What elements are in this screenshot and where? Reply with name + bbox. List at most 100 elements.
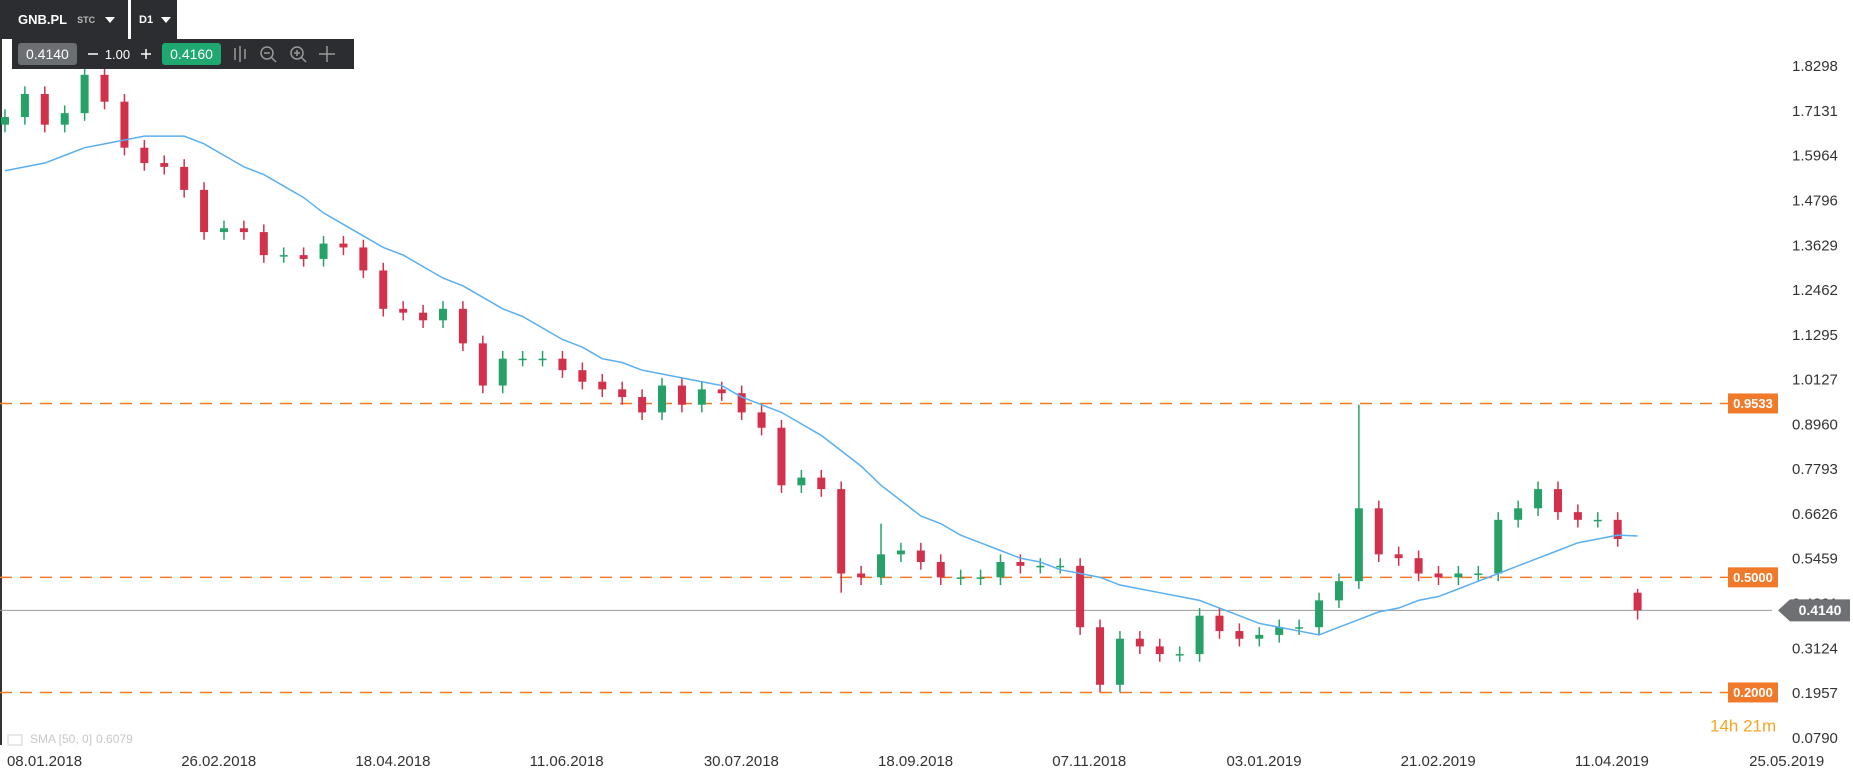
candle-body [439,308,447,321]
candle-body [1076,565,1085,628]
zoom-out-tool[interactable] [260,46,277,63]
candle-body [1195,615,1204,655]
candle-body [598,381,607,390]
candle-body [1474,573,1483,576]
x-tick-label: 08.01.2018 [7,753,82,770]
candle-body [916,550,925,563]
candle-body [1494,519,1503,574]
candle-body [1096,627,1105,685]
candle-body [140,147,149,164]
candle-body [339,243,348,248]
candle-body [1215,615,1224,632]
zoom-in-tool[interactable] [290,46,307,63]
x-tick-label: 18.09.2018 [878,753,953,770]
candle-body [1593,519,1602,522]
candle-body [1135,638,1144,647]
candle-body [1613,519,1622,539]
candle-body [239,228,248,233]
candle-body [1155,646,1164,655]
candle-body [1394,554,1403,559]
indicator-tool[interactable] [234,46,246,62]
interval-selector[interactable]: D1 [131,0,177,39]
candle-body [20,93,29,118]
candle-body [717,389,726,394]
x-tick-label: 11.04.2019 [1575,753,1649,770]
x-tick-label: 25.05.2019 [1749,753,1824,770]
candle-body [737,393,746,413]
candle-body [936,562,945,578]
candle-body [319,243,328,259]
candle-body [857,573,866,578]
y-tick-label: 1.8298 [1792,58,1838,75]
current-price-tag [1778,599,1850,622]
level-label: 0.2000 [1733,685,1773,700]
candle-body [80,74,89,114]
candle-body [558,358,567,371]
candle-body [618,389,627,398]
symbol: GNB.PL [18,12,68,27]
y-tick-label: 1.2462 [1792,282,1838,299]
candle-body [817,477,826,490]
candle-body [160,163,169,167]
y-tick-label: 1.3629 [1792,237,1838,254]
candle-body [0,117,9,125]
candle-body [1255,634,1264,639]
y-tick-label: 1.0127 [1792,372,1838,389]
symbol-selector[interactable]: GNB.PL STC [0,0,128,39]
level-tag [1728,393,1778,414]
candle-body [1295,627,1304,629]
y-tick-label: 0.5459 [1792,551,1838,568]
candle-body [996,562,1005,578]
candle-body [478,343,487,386]
candle-body [1573,512,1582,520]
candle-body [1115,638,1124,685]
candle-body [896,550,905,555]
level-label: 0.9533 [1733,396,1773,411]
candle-body [578,370,587,382]
candle-body [518,358,527,361]
candle-body [757,412,766,428]
candle-body [877,554,886,578]
candle-body [379,270,388,309]
caret [161,16,172,23]
y-tick-label: 1.1295 [1792,327,1838,344]
candle-body [1016,562,1025,566]
ask-button[interactable]: 0.4160 [162,43,221,65]
y-tick-label: 0.8960 [1792,416,1838,433]
candle-body [1514,508,1523,520]
x-tick-label: 11.06.2018 [530,753,604,770]
candle-body [200,189,209,233]
bid-button[interactable]: 0.4140 [18,43,77,65]
candle-body [1036,565,1045,568]
candle-body [40,93,49,125]
candle-body [638,397,647,413]
x-tick-label: 03.01.2019 [1226,753,1301,770]
sma-legend-name: SMA [50, 0] [30,732,92,746]
candle-body [677,385,686,405]
caret [105,16,116,23]
candle-body [458,308,467,344]
y-tick-label: 0.6626 [1792,506,1838,523]
level-label: 0.5000 [1733,570,1773,585]
y-tick-label: 1.5964 [1792,148,1838,165]
volume[interactable]: 1.00 [104,46,131,62]
candle-body [777,427,786,486]
candle-body [219,228,228,233]
y-tick-label: 1.7131 [1792,103,1838,120]
x-tick-label: 30.07.2018 [704,753,779,770]
candle-body [498,358,507,386]
y-tick-label: 0.7793 [1792,461,1838,478]
pan-tool[interactable] [318,46,335,62]
candle-body [1414,558,1423,574]
minus-button[interactable] [85,46,101,62]
plus-button[interactable] [138,46,154,62]
sma-line [4,135,1638,636]
candle-body [956,577,965,579]
candle-body [837,489,846,574]
candle-body [359,247,368,271]
x-tick-label: 07.11.2018 [1052,753,1126,770]
y-tick-label: 0.1957 [1792,685,1838,702]
interval: D1 [139,13,154,26]
x-tick-label: 18.04.2018 [355,753,430,770]
